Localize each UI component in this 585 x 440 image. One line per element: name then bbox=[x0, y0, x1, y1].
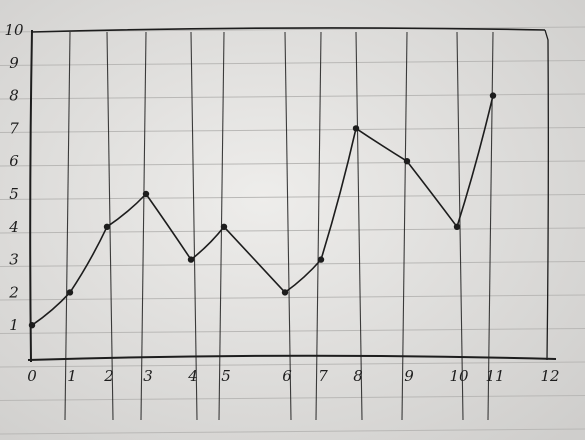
x-tick-label: 8 bbox=[353, 367, 363, 385]
x-tick-label: 4 bbox=[187, 367, 198, 385]
ruled-line bbox=[0, 194, 585, 200]
x-tick-label: 6 bbox=[282, 367, 292, 385]
ruled-line bbox=[0, 160, 585, 167]
data-point bbox=[453, 223, 461, 230]
data-point bbox=[352, 125, 360, 132]
ruled-line bbox=[0, 395, 585, 401]
x-gridline bbox=[64, 31, 71, 421]
ruled-line bbox=[0, 428, 585, 435]
x-gridline bbox=[218, 31, 225, 421]
data-point bbox=[220, 223, 228, 230]
x-gridline bbox=[284, 31, 292, 421]
ruled-line bbox=[0, 127, 585, 133]
y-tick-label: 1 bbox=[9, 316, 19, 334]
y-tick-label: 4 bbox=[8, 218, 19, 236]
ruled-line bbox=[0, 227, 585, 234]
ruled-line bbox=[0, 93, 585, 100]
series-segment bbox=[223, 226, 286, 294]
x-gridline bbox=[106, 31, 114, 421]
series-segment bbox=[320, 127, 357, 261]
y-tick-label: 5 bbox=[9, 185, 19, 203]
data-point bbox=[142, 190, 150, 198]
series-segment bbox=[145, 193, 192, 261]
x-axis bbox=[27, 354, 557, 361]
vertical-gridlines bbox=[64, 31, 494, 421]
x-tick-label: 0 bbox=[27, 367, 37, 385]
x-tick-labels: 0 1 2 3 4 5 6 7 8 9 10 11 12 bbox=[27, 367, 559, 385]
x-tick-label: 11 bbox=[485, 367, 504, 385]
x-gridline bbox=[190, 31, 198, 421]
y-tick-label: 8 bbox=[9, 87, 19, 105]
y-tick-label: 2 bbox=[8, 283, 19, 301]
x-gridline bbox=[401, 31, 408, 421]
top-border bbox=[30, 27, 546, 33]
series-segment bbox=[406, 160, 458, 228]
data-point bbox=[281, 289, 289, 296]
series-segment bbox=[190, 226, 225, 261]
x-gridline bbox=[355, 31, 363, 421]
x-tick-label: 12 bbox=[540, 367, 559, 385]
x-tick-label: 5 bbox=[221, 367, 231, 385]
y-tick-label: 6 bbox=[9, 152, 19, 170]
series-segment bbox=[355, 127, 408, 162]
data-point bbox=[66, 289, 74, 296]
data-point bbox=[403, 158, 411, 165]
x-gridline bbox=[456, 31, 464, 421]
ruled-line bbox=[0, 60, 585, 66]
y-tick-label: 10 bbox=[4, 21, 24, 39]
y-tick-labels: 1 2 3 4 5 6 7 8 9 10 bbox=[4, 21, 24, 334]
x-gridline bbox=[315, 31, 322, 421]
x-tick-label: 1 bbox=[67, 367, 77, 385]
y-tick-label: 9 bbox=[9, 54, 19, 72]
x-tick-label: 2 bbox=[103, 367, 114, 385]
data-point bbox=[103, 223, 111, 230]
series-segment bbox=[31, 291, 71, 326]
series-segment bbox=[69, 226, 108, 294]
ruled-line bbox=[0, 328, 585, 334]
data-point bbox=[489, 92, 497, 99]
y-tick-label: 3 bbox=[9, 251, 19, 269]
series-segment bbox=[106, 193, 147, 228]
x-tick-label: 3 bbox=[143, 367, 153, 385]
series-segment bbox=[456, 94, 494, 228]
x-tick-label: 9 bbox=[404, 367, 414, 385]
ruled-line bbox=[0, 294, 585, 301]
x-tick-label: 7 bbox=[318, 367, 328, 385]
x-gridline bbox=[140, 31, 147, 421]
data-point bbox=[187, 256, 195, 263]
y-tick-label: 7 bbox=[9, 119, 19, 137]
right-border bbox=[544, 29, 549, 361]
y-axis bbox=[29, 29, 33, 363]
data-series bbox=[28, 92, 497, 329]
axes bbox=[27, 27, 557, 363]
ruled-line bbox=[0, 361, 585, 368]
ruled-lines bbox=[0, 26, 585, 435]
data-point bbox=[317, 256, 325, 263]
series-segment bbox=[284, 258, 322, 294]
data-point bbox=[28, 322, 36, 329]
x-tick-label: 10 bbox=[449, 367, 469, 385]
ruled-line bbox=[0, 261, 585, 267]
x-gridline bbox=[487, 31, 494, 421]
